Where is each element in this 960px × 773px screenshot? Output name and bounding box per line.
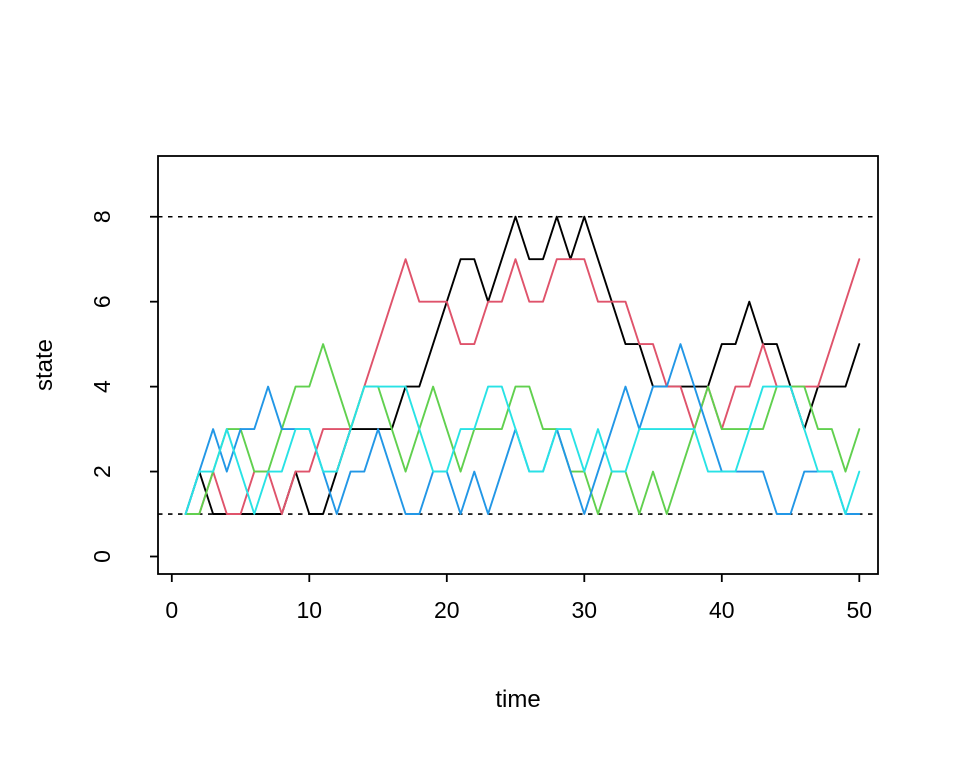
x-tick-label-0: 0 bbox=[165, 597, 178, 623]
y-tick-label-8: 8 bbox=[89, 210, 115, 223]
x-axis-title: time bbox=[495, 686, 540, 713]
x-tick-label-50: 50 bbox=[847, 597, 873, 623]
series-line-trajectory-green bbox=[184, 343, 861, 515]
x-tick-label-40: 40 bbox=[709, 597, 735, 623]
plot-border-box bbox=[157, 155, 879, 575]
y-tick-label-4: 4 bbox=[89, 380, 115, 393]
y-tick-label-6: 6 bbox=[89, 295, 115, 308]
y-axis-title: state bbox=[31, 339, 58, 391]
y-tick-label-0: 0 bbox=[89, 550, 115, 563]
x-tick-label-20: 20 bbox=[434, 597, 460, 623]
series-line-trajectory-black bbox=[184, 215, 861, 515]
series-line-trajectory-cyan bbox=[184, 385, 861, 515]
chart-dynamic-layer: 0 10 20 30 40 50 0 2 4 6 8 bbox=[89, 210, 878, 623]
series-line-trajectory-red bbox=[184, 258, 861, 515]
y-tick-label-2: 2 bbox=[89, 465, 115, 478]
x-tick-label-10: 10 bbox=[297, 597, 323, 623]
x-tick-label-30: 30 bbox=[572, 597, 598, 623]
